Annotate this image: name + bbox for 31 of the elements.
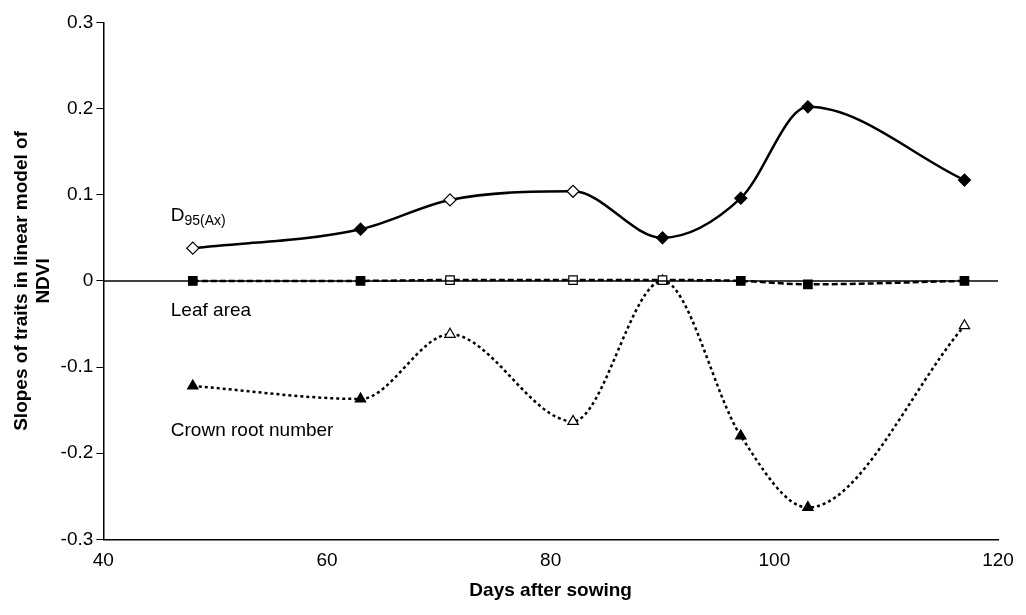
point bbox=[444, 327, 456, 338]
x-tick-label: 100 bbox=[758, 549, 791, 571]
point bbox=[734, 191, 748, 205]
y-tick-label: 0.2 bbox=[66, 96, 94, 118]
point bbox=[567, 414, 579, 425]
point bbox=[566, 184, 580, 198]
y-tick-label: 0.1 bbox=[66, 182, 94, 204]
y-tick-label: -0.1 bbox=[60, 355, 94, 377]
y-axis-title: Slopes of traits in linear model of NDVI bbox=[9, 130, 54, 431]
x-axis-title: Days after sowing bbox=[469, 578, 632, 600]
point bbox=[187, 379, 199, 390]
point bbox=[353, 222, 368, 236]
x-tick-label: 60 bbox=[316, 549, 338, 571]
point bbox=[443, 193, 457, 207]
x-tick-label: 120 bbox=[982, 549, 1014, 571]
point bbox=[957, 173, 972, 187]
point bbox=[655, 231, 670, 245]
point bbox=[802, 500, 814, 512]
y-tick-label: 0 bbox=[82, 269, 94, 291]
y-tick-label: -0.2 bbox=[60, 441, 94, 463]
point bbox=[958, 319, 971, 330]
y-tick-label: -0.3 bbox=[60, 527, 94, 549]
x-tick-label: 80 bbox=[540, 549, 562, 571]
y-tick-label: 0.3 bbox=[66, 10, 94, 32]
point bbox=[186, 241, 200, 255]
x-tick-label: 40 bbox=[92, 549, 114, 571]
series-label: Leaf area bbox=[170, 299, 252, 321]
series-label: Crown root number bbox=[170, 419, 335, 441]
point bbox=[354, 392, 367, 403]
point bbox=[734, 429, 747, 440]
point bbox=[801, 100, 815, 114]
